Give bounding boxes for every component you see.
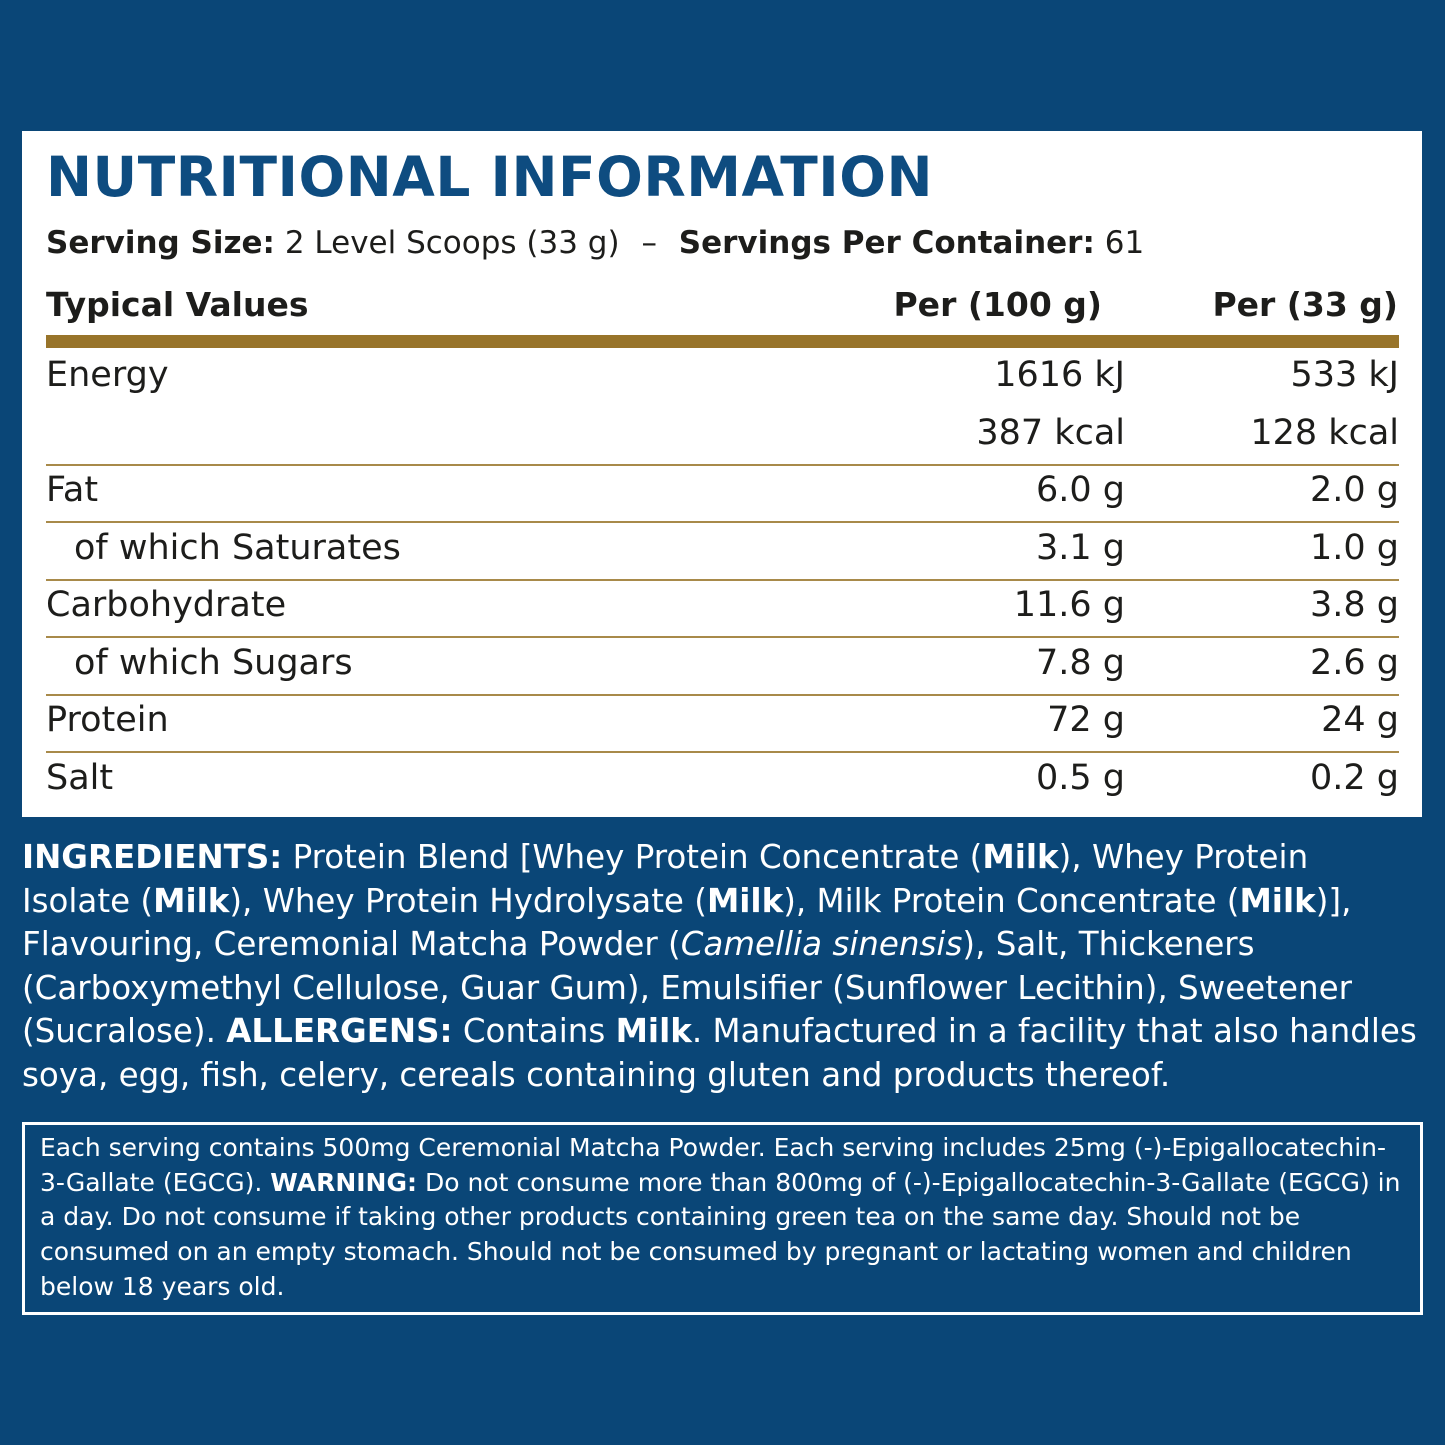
row-label: Energy — [46, 355, 169, 395]
ingredients-segment: ALLERGENS: — [226, 1012, 453, 1050]
row-per-serving: 24 g — [1321, 700, 1399, 740]
table-row: Energy 1616 kJ 533 kJ — [46, 349, 1399, 406]
row-per-serving: 2.0 g — [1309, 470, 1399, 510]
row-per-100g: 3.1 g — [1035, 527, 1125, 568]
warning-segment: WARNING: — [270, 1167, 417, 1197]
ingredients-text: INGREDIENTS: Protein Blend [Whey Protein… — [22, 836, 1422, 1097]
header-rule — [46, 335, 1399, 348]
page-title: NUTRITIONAL INFORMATION — [46, 145, 934, 209]
ingredients-segment: Camellia sinensis — [680, 925, 963, 963]
ingredients-segment: ), Milk Protein Concentrate ( — [783, 881, 1240, 920]
row-per-100g: 7.8 g — [1035, 642, 1125, 683]
ingredients-segment: . Manufactured in a facility that also h… — [22, 1012, 1417, 1094]
row-per-serving: 3.8 g — [1309, 585, 1399, 625]
row-label: of which Sugars — [74, 642, 353, 683]
ingredients-segment: ), Whey Protein Isolate ( — [22, 838, 1309, 920]
servings-per-container-label: Servings Per Container: — [678, 225, 1095, 261]
row-label: Salt — [46, 757, 114, 798]
row-label: of which Saturates — [74, 527, 401, 568]
serving-info: Serving Size: 2 Level Scoops (33 g) – Se… — [46, 225, 1144, 261]
serving-size-value: 2 Level Scoops (33 g) — [284, 225, 620, 261]
warning-box: Each serving contains 500mg Ceremonial M… — [22, 1122, 1423, 1315]
header-per-serving: Per (33 g) — [1212, 285, 1398, 324]
table-row: Salt 0.5 g 0.2 g — [46, 752, 1399, 809]
table-row: 387 kcal 128 kcal — [46, 407, 1399, 466]
table-row: Protein 72 g 24 g — [46, 694, 1399, 753]
nutrition-panel: NUTRITIONAL INFORMATION Serving Size: 2 … — [22, 131, 1422, 817]
row-per-100g: 72 g — [1047, 700, 1125, 740]
ingredients-segment: Contains — [452, 1012, 616, 1050]
warning-segment: Each serving contains 500mg Ceremonial M… — [40, 1133, 1387, 1197]
table-row: Carbohydrate 11.6 g 3.8 g — [46, 579, 1399, 638]
ingredients-segment: Milk — [153, 881, 230, 920]
header-per-100g: Per (100 g) — [893, 285, 1103, 324]
servings-per-container-value: 61 — [1104, 225, 1145, 261]
row-per-serving: 128 kcal — [1250, 412, 1399, 453]
ingredients-segment: Protein Blend [Whey Protein Concentrate … — [282, 838, 983, 876]
row-per-serving: 0.2 g — [1309, 757, 1399, 798]
ingredients-segment: ), Whey Protein Hydrolysate ( — [229, 881, 707, 920]
row-per-100g: 387 kcal — [976, 412, 1125, 453]
ingredients-segment: INGREDIENTS: — [22, 838, 283, 876]
header-typical-values: Typical Values — [46, 285, 309, 324]
ingredients-segment: Milk — [1239, 881, 1316, 920]
row-per-serving: 533 kJ — [1290, 355, 1399, 395]
table-row: Fat 6.0 g 2.0 g — [46, 464, 1399, 523]
table-row: of which Saturates 3.1 g 1.0 g — [46, 522, 1399, 581]
ingredients-segment: Milk — [706, 881, 784, 920]
row-per-serving: 1.0 g — [1309, 527, 1399, 568]
ingredients-segment: ), Salt, Thickeners (Carboxymethyl Cellu… — [22, 925, 1352, 1050]
table-row: of which Sugars 7.8 g 2.6 g — [46, 637, 1399, 696]
separator: – — [641, 225, 657, 261]
row-per-100g: 0.5 g — [1035, 757, 1125, 798]
row-per-100g: 11.6 g — [1013, 585, 1125, 625]
serving-size-label: Serving Size: — [46, 225, 275, 261]
ingredients-segment: Milk — [982, 838, 1059, 876]
row-per-100g: 6.0 g — [1035, 470, 1125, 510]
row-label: Fat — [46, 470, 99, 510]
warning-segment: Do not consume more than 800mg of (-)-Ep… — [40, 1167, 1401, 1301]
row-per-100g: 1616 kJ — [994, 355, 1125, 395]
ingredients-segment: )], Flavouring, Ceremonial Matcha Powder… — [22, 881, 1352, 964]
row-label: Protein — [46, 700, 169, 740]
ingredients-segment: Milk — [615, 1012, 692, 1050]
row-label: Carbohydrate — [46, 585, 287, 625]
row-per-serving: 2.6 g — [1309, 642, 1399, 683]
